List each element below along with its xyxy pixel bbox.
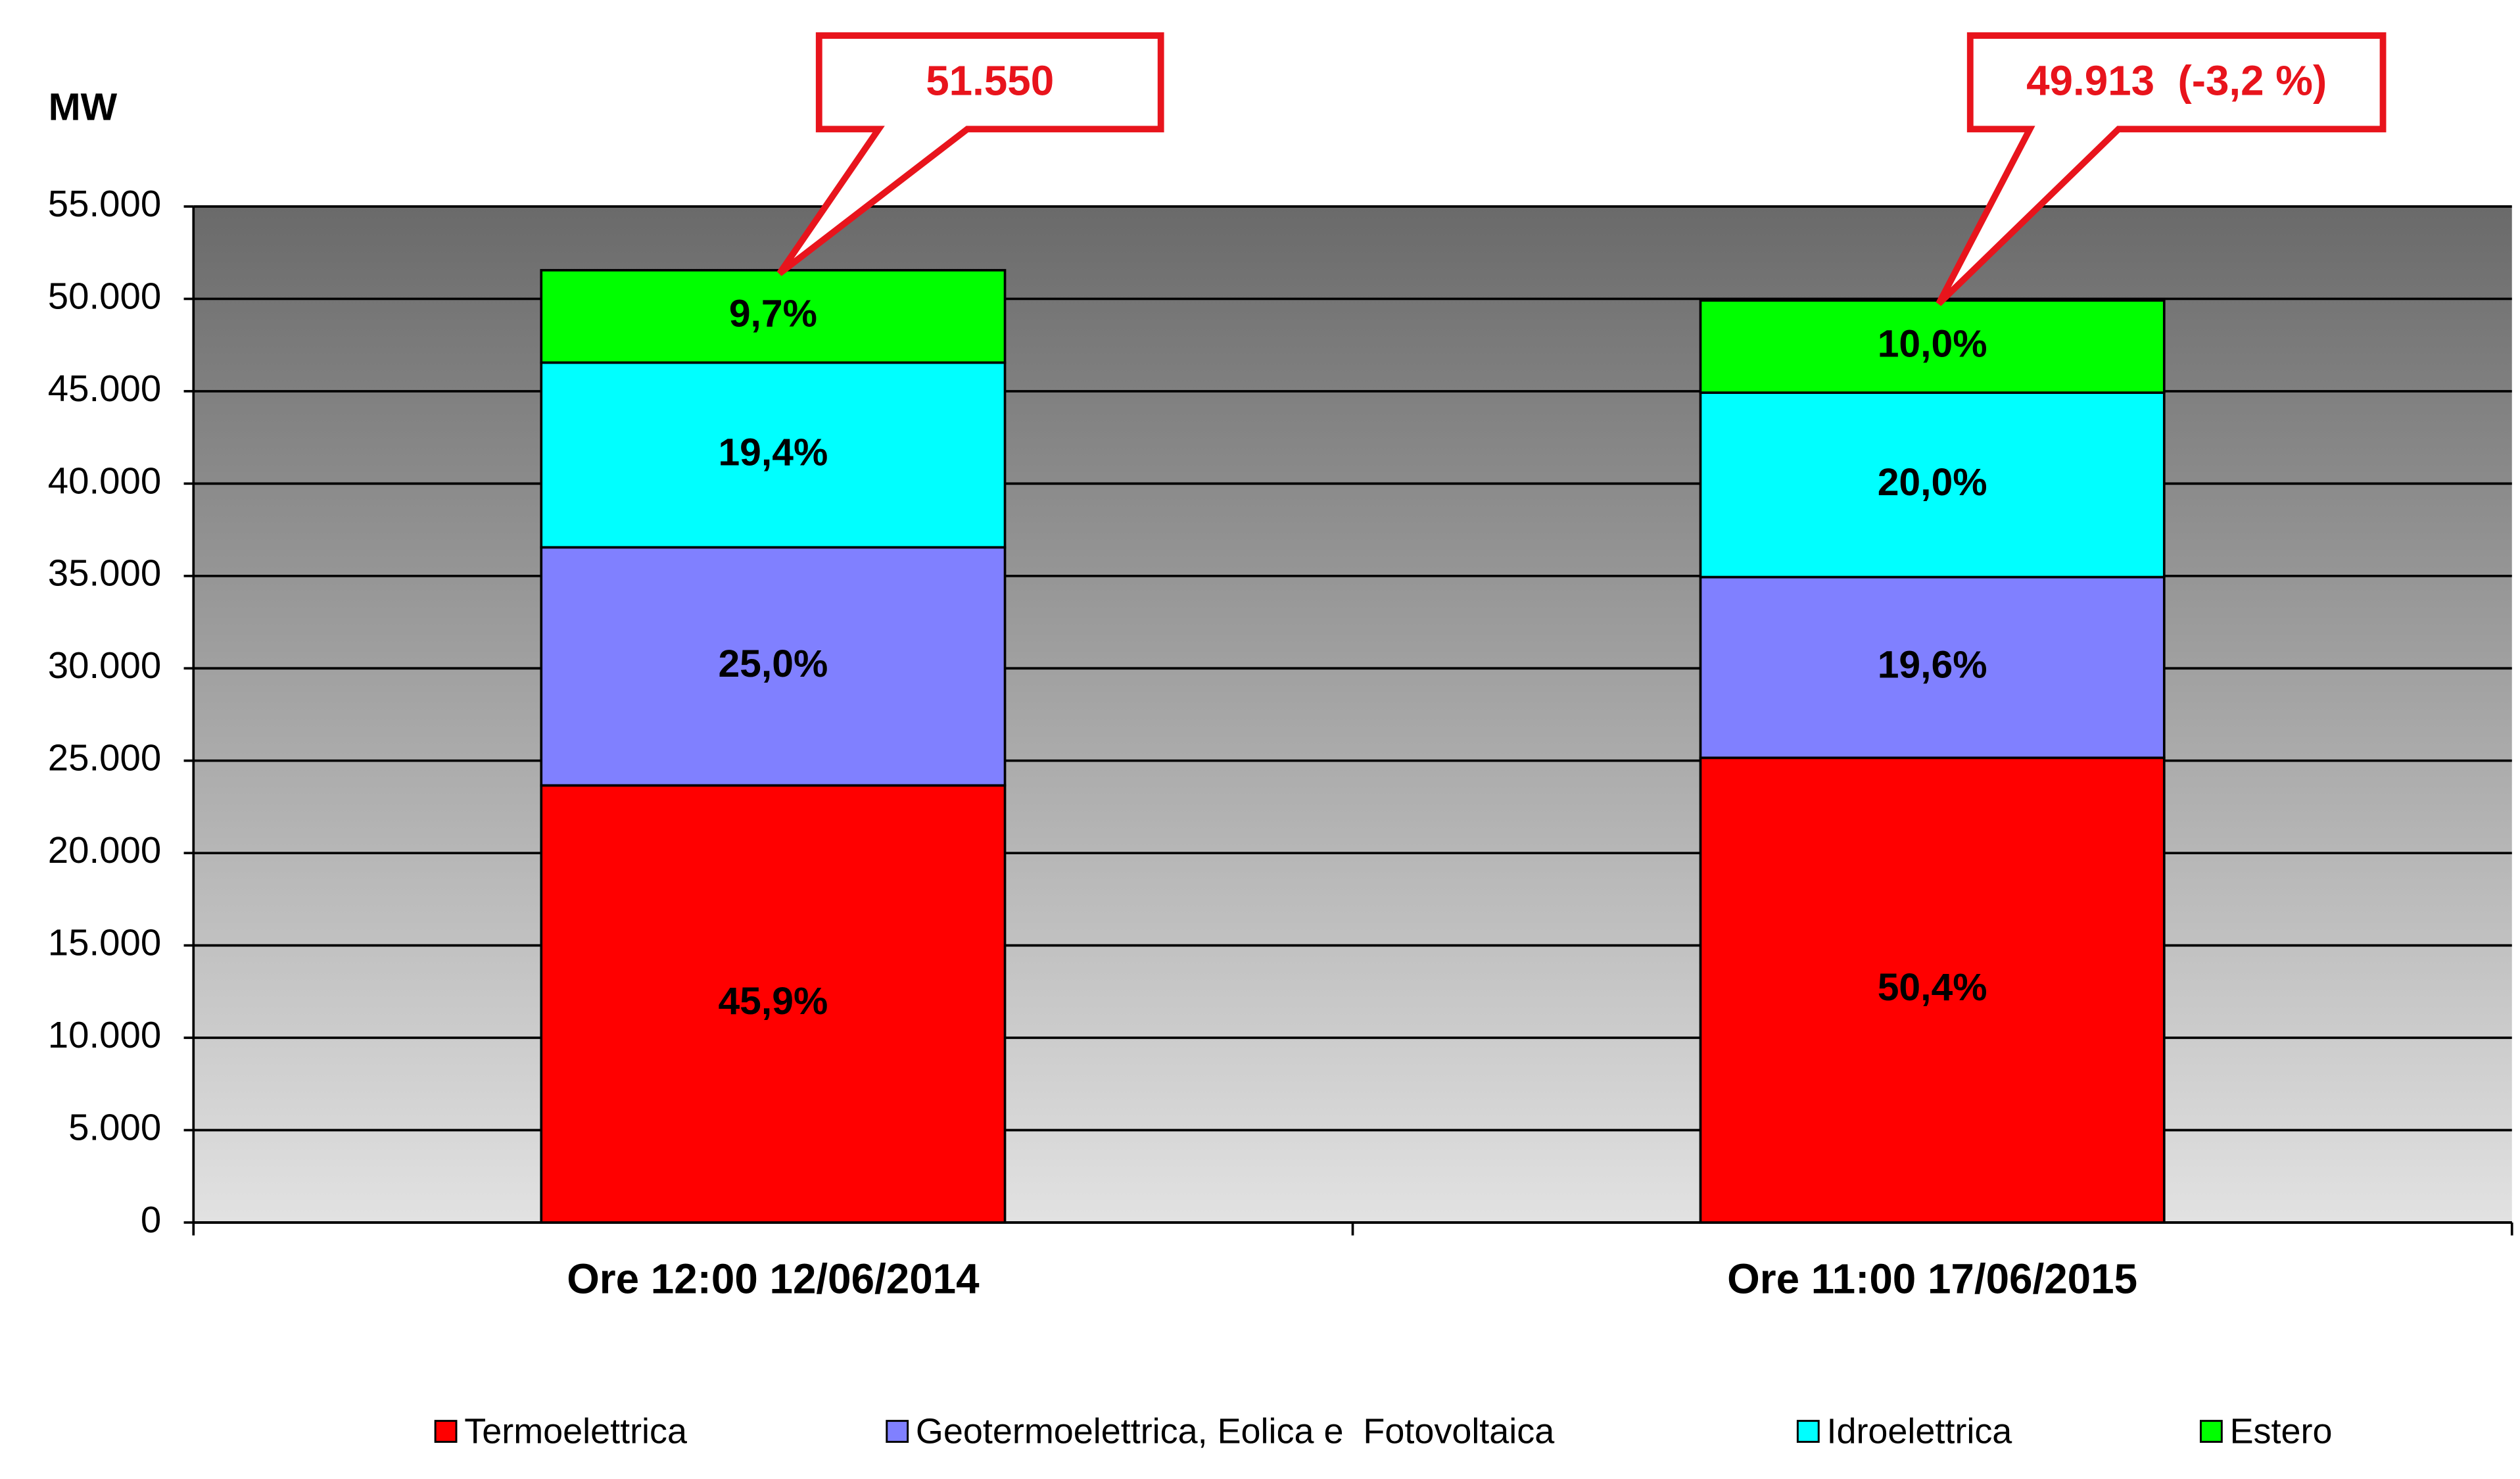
y-tick-label: 35.000 (48, 552, 161, 594)
bar-segment (540, 269, 1007, 364)
legend-swatch (1796, 1420, 1820, 1443)
legend-swatch (2199, 1420, 2223, 1443)
y-tick-label: 40.000 (48, 460, 161, 501)
bar-segment (1699, 391, 2166, 579)
y-tick-label: 55.000 (48, 183, 161, 224)
y-tick-label: 50.000 (48, 275, 161, 316)
y-tick-label: 0 (141, 1199, 161, 1240)
y-tick-label: 25.000 (48, 737, 161, 779)
legend-swatch (434, 1420, 458, 1443)
y-tick-label: 45.000 (48, 368, 161, 409)
x-tick-label: Ore 11:00 17/06/2015 (1727, 1255, 2137, 1303)
value-label: 20,0% (1878, 461, 1987, 504)
bar-segment (1699, 756, 2166, 1224)
value-label: 10,0% (1878, 323, 1987, 366)
value-label: 45,9% (718, 980, 828, 1023)
legend-label: Termoelettrica (464, 1411, 687, 1451)
value-label: 19,4% (718, 431, 828, 473)
bar-segment (540, 784, 1007, 1224)
x-tick-label: Ore 12:00 12/06/2014 (567, 1255, 980, 1303)
legend-label: Idroelettrica (1826, 1411, 2012, 1451)
legend-swatch (886, 1420, 909, 1443)
value-label: 50,4% (1878, 966, 1987, 1009)
callout (1936, 32, 2387, 306)
value-label: 25,0% (718, 643, 828, 685)
y-tick-label: 20.000 (48, 829, 161, 871)
y-tick-label: 10.000 (48, 1014, 161, 1055)
value-label: 19,6% (1878, 643, 1987, 686)
value-label: 9,7% (729, 293, 817, 335)
y-tick-label: 5.000 (68, 1106, 161, 1148)
callout-text: 51.550 (926, 57, 1054, 104)
legend-label: Geotermoelettrica, Eolica e Fotovoltaica (916, 1411, 1554, 1451)
callout (776, 32, 1164, 276)
y-tick-label: 15.000 (48, 922, 161, 963)
y-tick-label: 30.000 (48, 644, 161, 686)
bar-segment (1699, 299, 2166, 394)
callout-text: 49.913 (-3,2 %) (2026, 57, 2327, 104)
legend-label: Estero (2230, 1411, 2333, 1451)
bar-segment (540, 546, 1007, 787)
y-axis-label: MW (49, 85, 118, 128)
bar-segment (540, 361, 1007, 549)
bar-segment (1699, 575, 2166, 760)
